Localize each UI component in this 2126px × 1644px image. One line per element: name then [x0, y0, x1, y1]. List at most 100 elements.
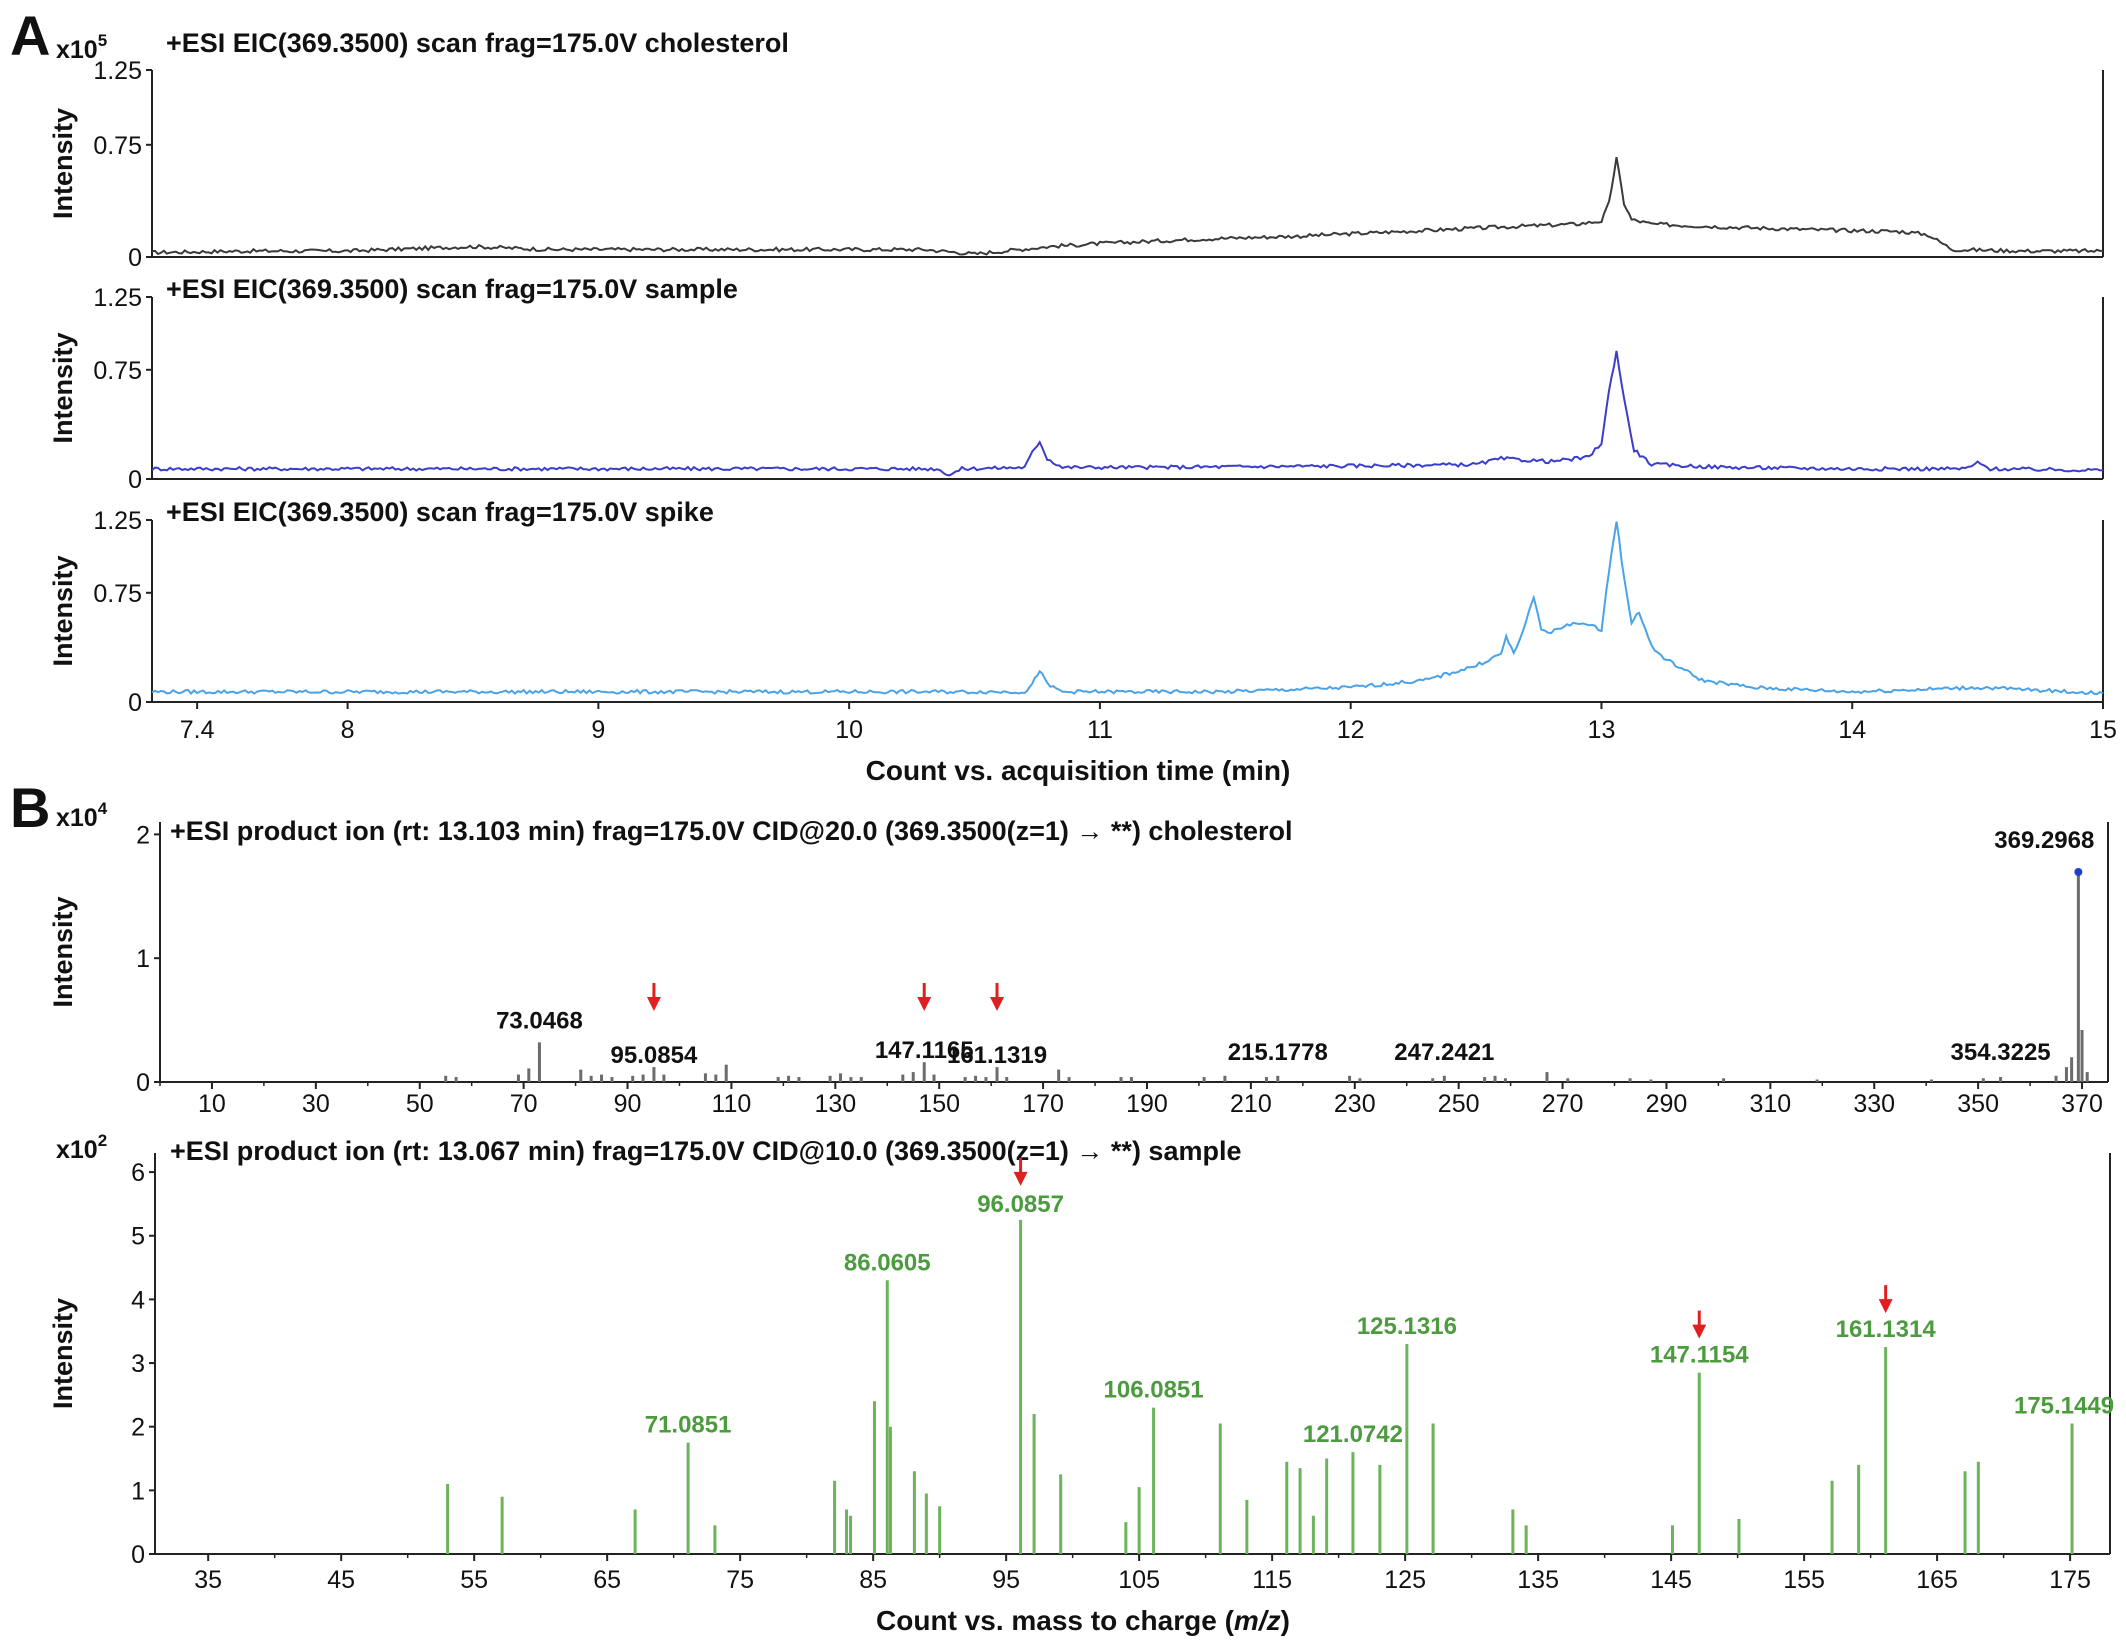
- x-tick-label: 250: [1438, 1090, 1480, 1118]
- x-tick-label: 170: [1022, 1090, 1064, 1118]
- peak-label: 215.1778: [1228, 1039, 1328, 1066]
- red-arrow: [1692, 1310, 1707, 1339]
- red-arrow: [917, 983, 932, 1011]
- x-tick-label: 12: [1337, 716, 1365, 744]
- red-arrow: [1013, 1157, 1028, 1186]
- red-arrow: [646, 983, 661, 1011]
- panel-label-b: B: [10, 776, 50, 839]
- peak-label: 147.1165: [875, 1037, 974, 1064]
- peak-label: 95.0854: [611, 1042, 698, 1069]
- y-axis-label: Intensity: [48, 332, 78, 443]
- y-tick-label: 0: [136, 1069, 150, 1097]
- x-tick-label: 65: [593, 1566, 621, 1594]
- x-tick-label: 15: [2089, 716, 2117, 744]
- chart-5: +ESI product ion (rt: 13.067 min) frag=1…: [48, 1131, 2114, 1636]
- x-tick-label: 150: [918, 1090, 960, 1118]
- y-tick-label: 1: [136, 945, 150, 973]
- x-tick-label: 290: [1646, 1090, 1688, 1118]
- peak-label: 147.1154: [1650, 1342, 1749, 1369]
- y-multiplier: x104: [56, 799, 108, 832]
- y-tick-label: 0.75: [93, 357, 142, 385]
- y-axis-label: Intensity: [48, 1298, 78, 1409]
- red-arrow-head: [1692, 1324, 1707, 1339]
- y-tick-label: 6: [131, 1159, 145, 1187]
- x-tick-label: 330: [1853, 1090, 1895, 1118]
- series-line-1: [151, 350, 2104, 477]
- x-tick-label: 350: [1957, 1090, 1999, 1118]
- precursor-marker: [2074, 868, 2083, 876]
- x-tick-label: 7.4: [180, 716, 215, 744]
- y-tick-label: 1.25: [93, 284, 142, 312]
- x-tick-label: 270: [1542, 1090, 1584, 1118]
- y-tick-label: 5: [131, 1223, 145, 1251]
- chart-title: +ESI product ion (rt: 13.067 min) frag=1…: [170, 1136, 1241, 1166]
- peak-label: 161.1314: [1836, 1316, 1937, 1343]
- x-tick-label: 130: [814, 1090, 856, 1118]
- chart-title: +ESI EIC(369.3500) scan frag=175.0V chol…: [166, 28, 789, 58]
- panel-label-a: A: [10, 4, 50, 67]
- x-tick-label: 13: [1588, 716, 1616, 744]
- y-multiplier: x102: [56, 1131, 107, 1164]
- peak-label: 73.0468: [496, 1007, 583, 1034]
- x-tick-label: 11: [1087, 716, 1113, 744]
- peak-label: 86.0605: [844, 1249, 931, 1276]
- x-tick-label: 190: [1126, 1090, 1168, 1118]
- y-tick-label: 0: [128, 689, 142, 717]
- x-tick-label: 10: [198, 1090, 226, 1118]
- y-tick-label: 0: [128, 244, 142, 272]
- y-tick-label: 0.75: [93, 580, 142, 608]
- x-axis-label: Count vs. mass to charge (m/z): [876, 1605, 1290, 1636]
- x-axis-label-unit: m/z: [1234, 1605, 1281, 1636]
- x-tick-label: 210: [1230, 1090, 1272, 1118]
- x-tick-label: 105: [1118, 1566, 1160, 1594]
- x-tick-label: 70: [510, 1090, 538, 1118]
- y-tick-label: 1: [131, 1477, 145, 1505]
- peak-label: 121.0742: [1303, 1421, 1403, 1448]
- x-tick-label: 14: [1838, 716, 1866, 744]
- chart-3: +ESI EIC(369.3500) scan frag=175.0V spik…: [48, 497, 2117, 786]
- series-line-1: [151, 521, 2104, 696]
- x-tick-label: 90: [614, 1090, 642, 1118]
- y-axis-label: Intensity: [48, 108, 78, 219]
- peak-label: 125.1316: [1357, 1313, 1457, 1340]
- peak-label: 161.1319: [947, 1042, 1047, 1069]
- y-tick-label: 2: [131, 1414, 145, 1442]
- y-tick-label: 0.75: [93, 132, 142, 160]
- y-tick-label: 1.25: [93, 507, 142, 535]
- y-multiplier-exponent: 5: [98, 31, 107, 50]
- x-tick-label: 310: [1749, 1090, 1791, 1118]
- charts: +ESI EIC(369.3500) scan frag=175.0V chol…: [48, 28, 2117, 1636]
- red-arrow: [1878, 1285, 1893, 1314]
- y-tick-label: 4: [131, 1286, 145, 1314]
- x-tick-label: 45: [327, 1566, 355, 1594]
- x-tick-label: 125: [1384, 1566, 1426, 1594]
- red-arrow: [990, 983, 1005, 1011]
- peak-label: 71.0851: [645, 1412, 732, 1439]
- y-axis-label: Intensity: [48, 555, 78, 666]
- x-tick-label: 230: [1334, 1090, 1376, 1118]
- x-tick-label: 110: [711, 1090, 751, 1118]
- chart-2: +ESI EIC(369.3500) scan frag=175.0V samp…: [48, 274, 2104, 494]
- x-axis-label: Count vs. acquisition time (min): [866, 755, 1291, 786]
- x-tick-label: 50: [406, 1090, 434, 1118]
- x-tick-label: 85: [859, 1566, 887, 1594]
- peak-label: 247.2421: [1394, 1039, 1494, 1066]
- peak-label: 96.0857: [977, 1191, 1064, 1218]
- y-multiplier-exponent: 4: [98, 799, 108, 818]
- x-tick-label: 30: [302, 1090, 330, 1118]
- x-tick-label: 370: [2061, 1090, 2103, 1118]
- y-tick-label: 2: [136, 821, 150, 849]
- red-arrow-head: [1878, 1299, 1893, 1314]
- x-tick-label: 95: [992, 1566, 1020, 1594]
- red-arrow-head: [990, 997, 1005, 1011]
- x-tick-label: 155: [1783, 1566, 1825, 1594]
- y-tick-label: 0: [131, 1541, 145, 1569]
- x-tick-label: 55: [460, 1566, 488, 1594]
- x-tick-label: 115: [1252, 1566, 1292, 1594]
- x-tick-label: 165: [1916, 1566, 1958, 1594]
- y-multiplier-exponent: 2: [98, 1131, 107, 1150]
- x-tick-label: 10: [835, 716, 863, 744]
- chart-title: +ESI product ion (rt: 13.103 min) frag=1…: [170, 816, 1292, 846]
- chart-1: +ESI EIC(369.3500) scan frag=175.0V chol…: [48, 28, 2104, 272]
